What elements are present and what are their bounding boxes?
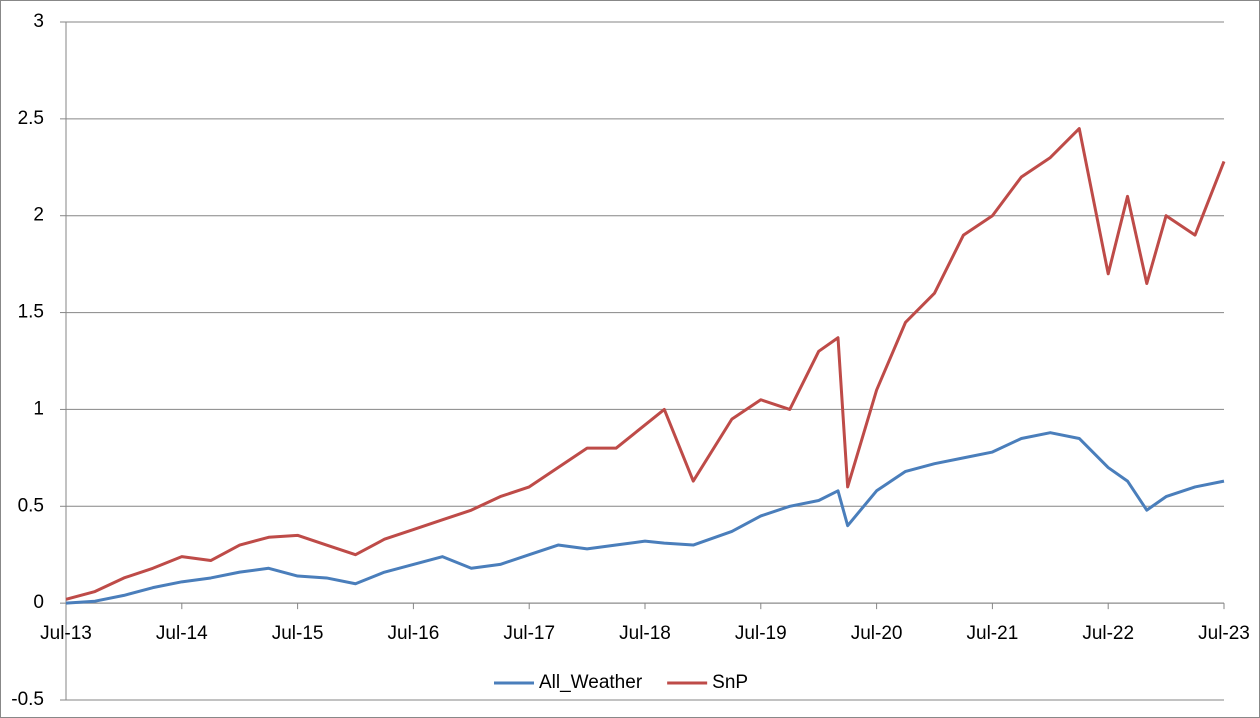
legend-label: SnP bbox=[712, 672, 748, 693]
x-tick-label: Jul-14 bbox=[156, 623, 208, 644]
series-line bbox=[65, 431, 1225, 605]
x-tick-label: Jul-15 bbox=[272, 623, 324, 644]
series-line bbox=[65, 127, 1226, 601]
y-tick-label: 0 bbox=[33, 592, 44, 613]
y-tick-label: 0.5 bbox=[18, 495, 44, 516]
x-tick-label: Jul-20 bbox=[851, 623, 903, 644]
x-tick-label: Jul-17 bbox=[503, 623, 555, 644]
legend-label: All_Weather bbox=[539, 672, 643, 693]
x-tick-label: Jul-23 bbox=[1198, 623, 1250, 644]
y-tick-label: -0.5 bbox=[11, 689, 44, 710]
x-tick-label: Jul-16 bbox=[388, 623, 440, 644]
y-tick-label: 2.5 bbox=[18, 108, 44, 129]
x-tick-label: Jul-22 bbox=[1082, 623, 1134, 644]
y-tick-label: 1 bbox=[33, 398, 44, 419]
y-tick-label: 3 bbox=[33, 11, 44, 32]
x-tick-label: Jul-18 bbox=[619, 623, 671, 644]
x-tick-label: Jul-13 bbox=[40, 623, 92, 644]
x-tick-label: Jul-21 bbox=[967, 623, 1019, 644]
y-tick-label: 2 bbox=[33, 205, 44, 226]
y-tick-label: 1.5 bbox=[18, 302, 44, 323]
x-tick-label: Jul-19 bbox=[735, 623, 787, 644]
